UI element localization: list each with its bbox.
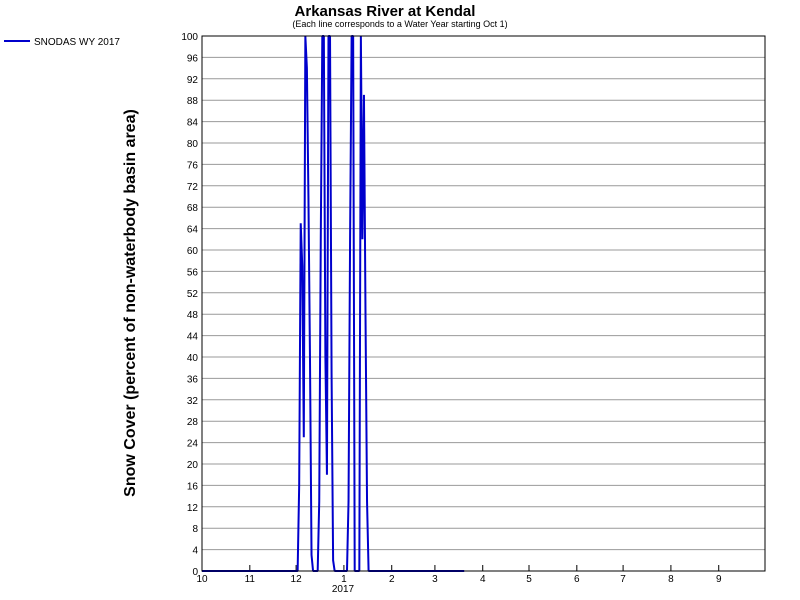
grid-lines bbox=[202, 56, 765, 551]
y-tick-label: 8 bbox=[192, 524, 198, 535]
series-layer bbox=[202, 35, 465, 572]
chart-subtitle: (Each line corresponds to a Water Year s… bbox=[292, 19, 507, 29]
y-tick-label: 24 bbox=[187, 439, 199, 450]
x-tick-label: 11 bbox=[245, 574, 256, 585]
y-tick-label: 96 bbox=[187, 53, 199, 64]
y-tick-label: 36 bbox=[187, 374, 199, 385]
y-tick-label: 16 bbox=[187, 481, 199, 492]
legend: SNODAS WY 2017 bbox=[4, 37, 120, 48]
x-tick-label: 1 bbox=[341, 574, 347, 585]
x-tick-label: 8 bbox=[668, 574, 674, 585]
x-tick-label: 3 bbox=[432, 574, 438, 585]
x-tick-label: 7 bbox=[620, 574, 626, 585]
y-tick-label: 80 bbox=[187, 139, 199, 150]
x-tick-label: 4 bbox=[480, 574, 486, 585]
y-tick-label: 68 bbox=[187, 203, 199, 214]
y-tick-label: 4 bbox=[192, 546, 198, 557]
y-tick-label: 0 bbox=[192, 567, 198, 578]
x-axis-ticks: 10 11 12 1 2 3 4 5 6 7 8 9 bbox=[196, 565, 722, 585]
y-tick-label: 92 bbox=[187, 75, 199, 86]
y-tick-label: 84 bbox=[187, 118, 199, 129]
x-tick-label: 2 bbox=[389, 574, 395, 585]
y-tick-label: 60 bbox=[187, 246, 199, 257]
y-tick-label: 88 bbox=[187, 96, 199, 107]
y-axis-label: Snow Cover (percent of non-waterbody bas… bbox=[122, 109, 139, 497]
y-tick-label: 56 bbox=[187, 267, 199, 278]
y-tick-label: 28 bbox=[187, 417, 199, 428]
x-tick-label: 6 bbox=[574, 574, 580, 585]
year-label: 2017 bbox=[332, 584, 355, 595]
series-line bbox=[202, 35, 465, 572]
y-tick-label: 32 bbox=[187, 396, 199, 407]
x-tick-label: 5 bbox=[526, 574, 532, 585]
y-tick-label: 20 bbox=[187, 460, 199, 471]
y-tick-label: 72 bbox=[187, 182, 199, 193]
legend-label: SNODAS WY 2017 bbox=[34, 37, 120, 48]
x-tick-label: 10 bbox=[196, 574, 208, 585]
y-tick-label: 76 bbox=[187, 160, 199, 171]
x-tick-label: 12 bbox=[291, 574, 303, 585]
y-tick-label: 12 bbox=[187, 503, 199, 514]
y-axis-ticks: 0481216202428323640444852566064687276808… bbox=[181, 32, 198, 578]
y-tick-label: 52 bbox=[187, 289, 199, 300]
y-tick-label: 48 bbox=[187, 310, 199, 321]
plot-frame bbox=[201, 35, 766, 572]
y-tick-label: 40 bbox=[187, 353, 199, 364]
x-tick-label: 9 bbox=[716, 574, 722, 585]
y-tick-label: 100 bbox=[181, 32, 198, 43]
chart-title: Arkansas River at Kendal bbox=[295, 3, 476, 20]
y-tick-label: 64 bbox=[187, 225, 199, 236]
y-tick-label: 44 bbox=[187, 332, 199, 343]
